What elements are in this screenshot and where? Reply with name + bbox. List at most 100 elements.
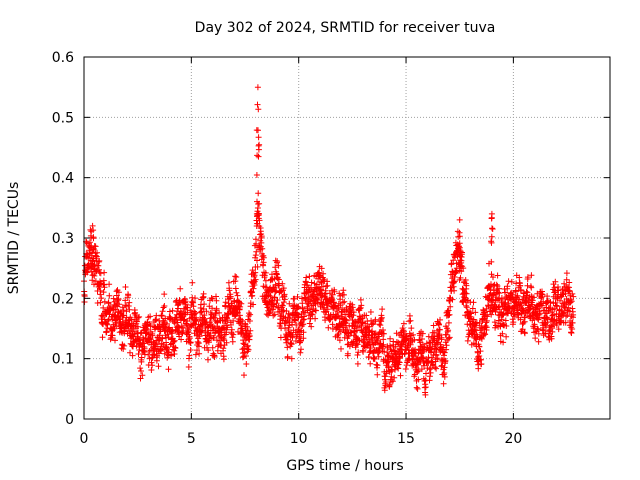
data-point (336, 337, 343, 344)
data-point (446, 311, 453, 318)
data-point (478, 335, 485, 342)
data-point (510, 319, 517, 326)
data-point (331, 288, 338, 295)
data-point (519, 326, 526, 333)
data-point (109, 332, 116, 339)
data-point (456, 216, 463, 223)
data-point (172, 345, 179, 352)
data-point (503, 323, 510, 329)
data-point (251, 272, 258, 279)
data-point (445, 335, 452, 342)
data-point (262, 277, 269, 284)
data-point (341, 298, 348, 305)
data-point (415, 376, 422, 383)
data-point (101, 269, 108, 276)
data-point (229, 338, 236, 345)
data-point (379, 306, 386, 313)
data-point (133, 318, 140, 325)
data-point (335, 312, 342, 319)
data-point (143, 330, 150, 337)
data-point (149, 332, 156, 339)
data-point (137, 365, 144, 372)
data-point (438, 363, 445, 370)
data-point (502, 317, 509, 324)
data-point (120, 307, 127, 314)
data-point (141, 345, 148, 352)
data-point (163, 320, 170, 327)
data-point (96, 257, 103, 264)
data-point (223, 339, 230, 346)
data-point (391, 374, 398, 381)
data-point (502, 289, 509, 296)
data-point (479, 316, 486, 323)
data-point (301, 316, 308, 323)
data-point (471, 326, 478, 333)
data-point (220, 356, 227, 363)
data-point (381, 387, 388, 394)
data-point (303, 274, 310, 281)
x-tick-label: 5 (187, 431, 196, 447)
data-point (318, 265, 325, 272)
data-point (552, 278, 559, 285)
data-point (250, 285, 257, 292)
data-point (166, 308, 173, 315)
data-point (96, 266, 102, 273)
data-point (426, 373, 433, 380)
data-point (456, 233, 463, 240)
data-point (337, 328, 344, 335)
data-point (152, 317, 159, 324)
data-point (295, 314, 302, 321)
data-point (446, 334, 453, 341)
data-point (457, 263, 464, 270)
data-point (138, 368, 144, 374)
data-point (451, 287, 458, 294)
data-point (192, 351, 199, 358)
data-point (306, 273, 313, 280)
data-point (213, 337, 220, 344)
data-point (569, 290, 576, 297)
data-point (106, 281, 113, 288)
data-point (211, 314, 218, 321)
data-point (291, 295, 298, 302)
data-point (187, 347, 194, 353)
data-point (148, 367, 155, 373)
data-point (308, 279, 315, 286)
data-point (415, 361, 422, 368)
data-point (570, 293, 577, 300)
data-point (380, 341, 387, 348)
data-point (294, 293, 301, 300)
data-point (103, 329, 110, 336)
data-point (246, 332, 253, 339)
data-point (280, 285, 287, 292)
data-point (224, 324, 231, 331)
data-point (378, 314, 385, 321)
data-point (504, 283, 511, 290)
data-point (244, 323, 250, 330)
data-point (97, 299, 104, 306)
data-point (281, 296, 288, 303)
data-point (374, 337, 381, 344)
data-point (561, 280, 568, 287)
data-point (186, 352, 193, 359)
data-point (208, 321, 215, 328)
data-point (489, 225, 495, 232)
data-point (528, 272, 535, 279)
data-point (496, 290, 503, 297)
data-point (443, 342, 450, 349)
data-point (255, 127, 261, 134)
y-tick-label: 0.3 (52, 231, 74, 247)
x-axis-label: GPS time / hours (286, 458, 403, 474)
data-point (375, 353, 382, 360)
data-point (97, 287, 104, 294)
data-point (247, 327, 254, 334)
data-point (164, 345, 170, 352)
data-point (255, 244, 261, 251)
data-point (563, 270, 570, 277)
data-point (475, 365, 482, 372)
data-point (539, 291, 546, 298)
data-point (287, 315, 293, 321)
data-point (568, 298, 575, 305)
data-point (254, 257, 260, 264)
data-point (464, 337, 471, 344)
